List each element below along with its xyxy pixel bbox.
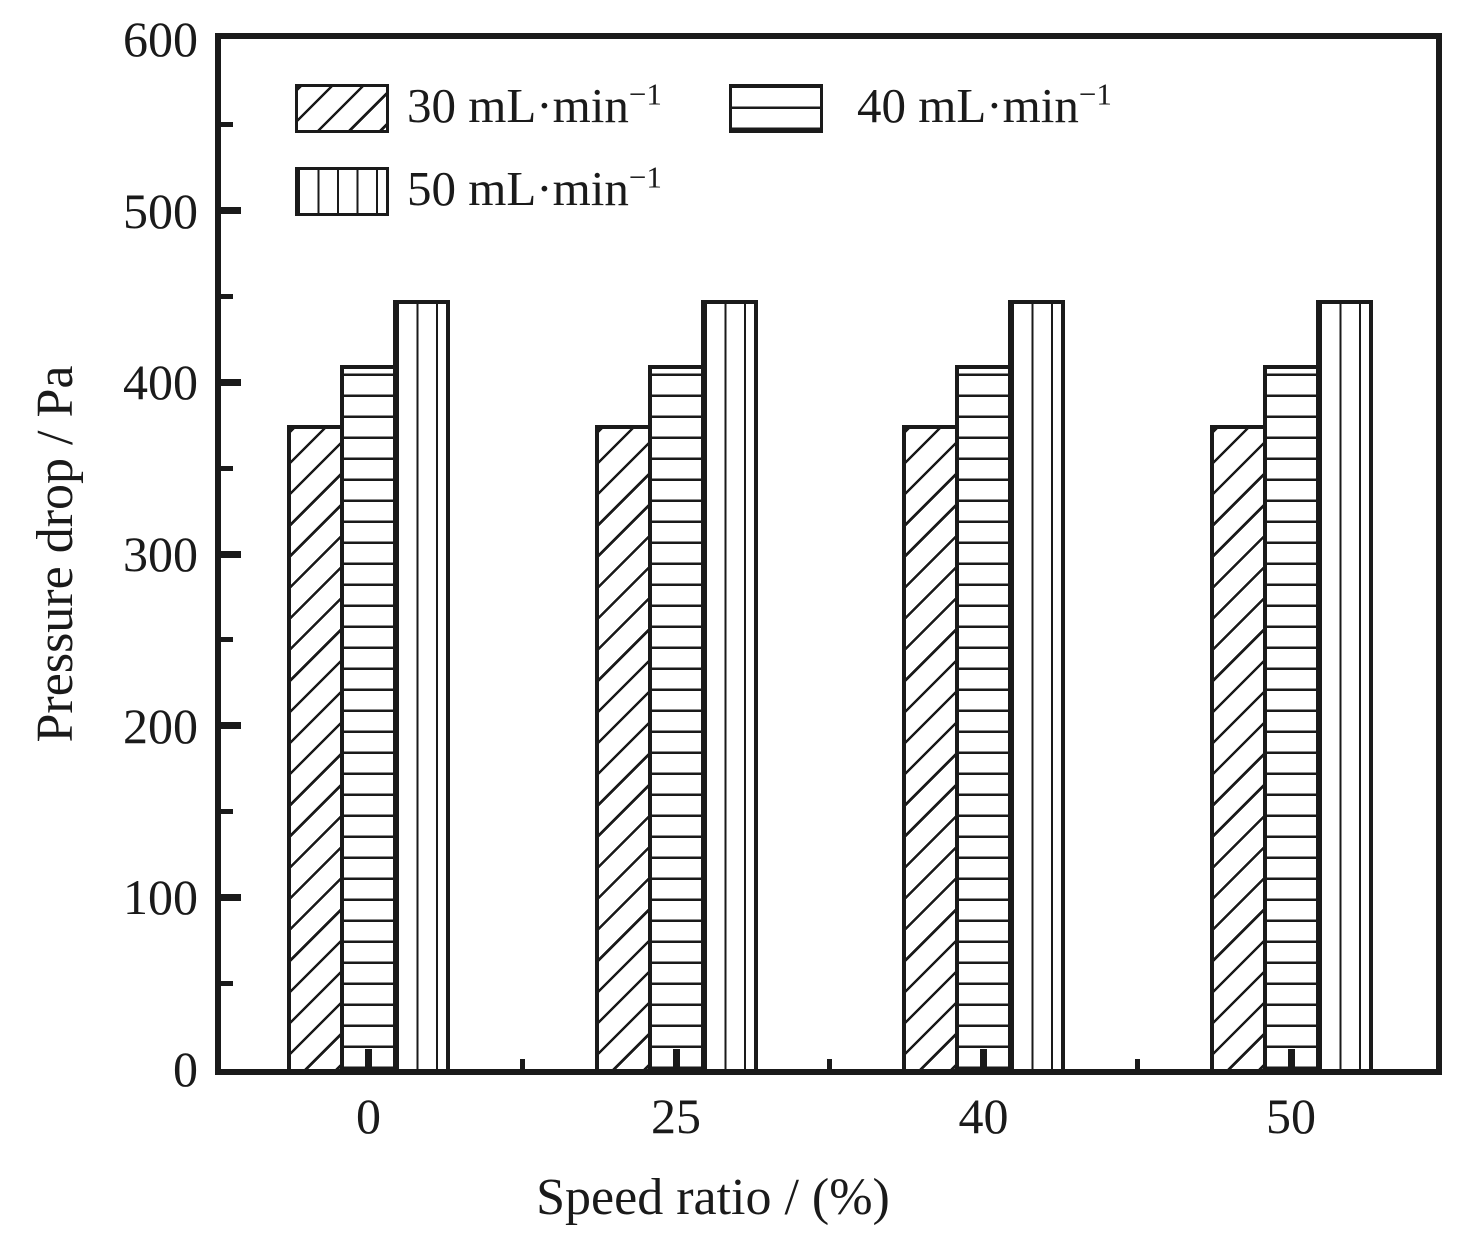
bar-diagonal-hatch-cat25 bbox=[594, 425, 652, 1069]
legend-text-50: 50 mL·min bbox=[407, 161, 629, 216]
bar-vertical-lines-cat40 bbox=[1008, 300, 1065, 1069]
x-tick-label: 50 bbox=[1266, 1088, 1316, 1144]
bar-horizontal-lines-cat40 bbox=[955, 365, 1012, 1069]
x-tick-label: 40 bbox=[958, 1088, 1009, 1144]
x-minor-tick bbox=[827, 1059, 833, 1069]
x-major-tick bbox=[1287, 1049, 1295, 1069]
x-major-tick bbox=[365, 1049, 372, 1069]
bar-diagonal-hatch-cat40 bbox=[902, 425, 959, 1069]
y-minor-tick bbox=[221, 294, 233, 299]
plot-area bbox=[215, 33, 1442, 1075]
y-tick-label: 300 bbox=[123, 526, 198, 582]
x-major-tick bbox=[980, 1049, 987, 1069]
legend-sup-30: −1 bbox=[628, 76, 662, 112]
x-minor-tick bbox=[1134, 1059, 1140, 1069]
y-tick-label: 200 bbox=[123, 697, 198, 754]
legend-label-40: 40 mL·min−1 bbox=[857, 74, 1112, 138]
legend-swatch-vertical-lines-icon bbox=[295, 167, 389, 216]
y-tick-label: 0 bbox=[173, 1041, 198, 1097]
x-tick-label: 0 bbox=[356, 1088, 381, 1144]
y-tick-label: 100 bbox=[123, 869, 198, 926]
legend-sup-50: −1 bbox=[628, 159, 662, 195]
legend-sup-40: −1 bbox=[1078, 76, 1112, 112]
legend-text-30: 30 mL·min bbox=[407, 78, 629, 133]
y-minor-tick bbox=[221, 122, 233, 128]
y-minor-tick bbox=[221, 465, 233, 471]
bar-horizontal-lines-cat50 bbox=[1262, 365, 1320, 1069]
y-minor-tick bbox=[221, 637, 233, 643]
legend-text-40: 40 mL·min bbox=[857, 78, 1079, 133]
legend-swatch-diagonal-hatch-icon bbox=[295, 84, 389, 133]
y-minor-tick bbox=[221, 809, 233, 814]
y-tick-label: 400 bbox=[123, 354, 198, 411]
bar-horizontal-lines-cat25 bbox=[647, 365, 705, 1069]
bar-vertical-lines-cat0 bbox=[393, 300, 450, 1069]
x-axis-title: Speed ratio / (%) bbox=[536, 1169, 890, 1226]
y-tick-label: 500 bbox=[123, 182, 198, 239]
y-major-tick bbox=[221, 207, 241, 215]
y-major-tick bbox=[221, 378, 241, 386]
bar-vertical-lines-cat25 bbox=[700, 300, 758, 1069]
x-tick-label: 25 bbox=[651, 1088, 701, 1144]
plot-inner bbox=[221, 39, 1436, 1069]
y-minor-tick bbox=[221, 980, 233, 986]
bar-diagonal-hatch-cat50 bbox=[1209, 425, 1267, 1069]
y-major-tick bbox=[221, 893, 241, 901]
x-major-tick bbox=[672, 1049, 680, 1069]
legend-label-30: 30 mL·min−1 bbox=[407, 74, 662, 138]
legend-label-50: 50 mL·min−1 bbox=[407, 157, 662, 221]
y-major-tick bbox=[221, 722, 241, 730]
bar-horizontal-lines-cat0 bbox=[340, 365, 397, 1069]
y-tick-label: 600 bbox=[123, 11, 198, 67]
bar-diagonal-hatch-cat0 bbox=[287, 425, 344, 1069]
bar-vertical-lines-cat50 bbox=[1315, 300, 1373, 1069]
x-minor-tick bbox=[519, 1059, 525, 1069]
y-major-tick bbox=[221, 550, 241, 558]
legend-swatch-horizontal-lines-icon bbox=[729, 84, 823, 133]
